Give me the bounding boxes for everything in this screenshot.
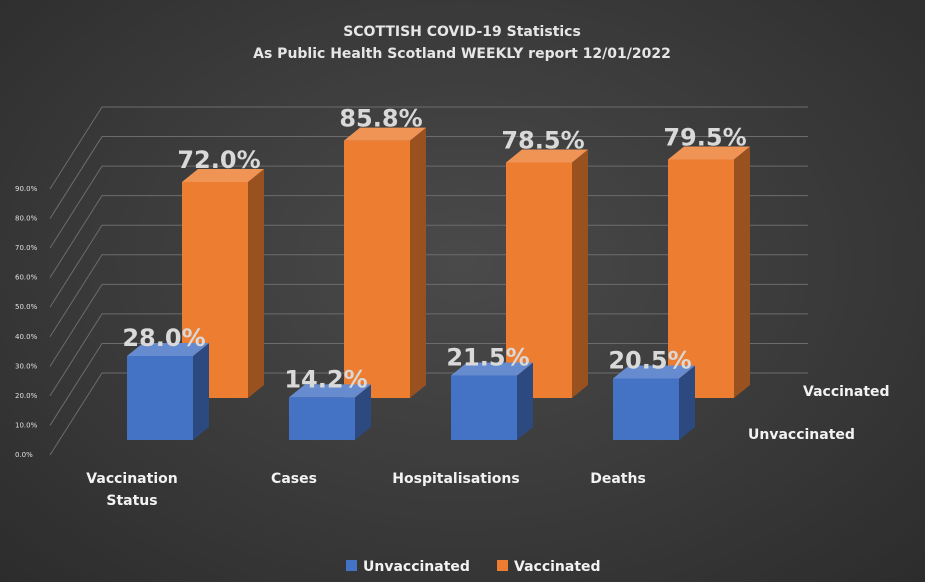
depth-label-vaccinated: Vaccinated — [803, 384, 890, 400]
bar-top-face — [506, 149, 588, 163]
legend-item: Unvaccinated — [346, 559, 470, 575]
bars — [127, 127, 750, 440]
data-label: 78.5% — [501, 127, 584, 155]
unvaccinated-bar — [289, 384, 371, 440]
data-label: 79.5% — [663, 124, 746, 152]
legend-label: Unvaccinated — [363, 559, 470, 575]
unvaccinated-bar — [451, 362, 533, 440]
y-axis-ticks: 0.0% 10.0% 20.0% 30.0% 40.0% 50.0% 60.0% 70.0% 8… — [15, 185, 38, 459]
y-tick-label: 60.0% — [15, 274, 38, 282]
data-label: 14.2% — [284, 365, 367, 393]
bar-side-face — [572, 149, 588, 398]
vaccinated-bar — [668, 146, 750, 398]
bar-top-face — [451, 362, 533, 376]
chart-subtitle: As Public Health Scotland WEEKLY report … — [253, 46, 671, 62]
x-category-label: Deaths — [590, 471, 646, 487]
bar-side-face — [679, 365, 695, 440]
depth-axis-labels: Vaccinated Unvaccinated — [748, 384, 890, 443]
bar-top-face — [344, 127, 426, 141]
vaccinated-bar — [344, 127, 426, 398]
gridline — [49, 106, 808, 190]
gridline — [49, 136, 808, 219]
bar-top-face — [289, 384, 371, 398]
legend-label: Vaccinated — [514, 559, 601, 575]
bar-top-face — [668, 146, 750, 160]
data-label: 85.8% — [339, 105, 422, 133]
unvaccinated-bar — [127, 343, 209, 440]
bar-side-face — [410, 127, 426, 398]
bar-front-face — [127, 356, 193, 440]
data-labels: 72.0% 85.8% 78.5% 79.5% 28.0% 14.2% 21.5% 20.5% — [122, 105, 746, 394]
bar-front-face — [613, 378, 679, 440]
vaccinated-bar — [506, 149, 588, 398]
y-tick-label: 20.0% — [15, 392, 38, 400]
y-tick-label: 40.0% — [15, 333, 38, 341]
bar-side-face — [248, 169, 264, 398]
y-tick-label: 70.0% — [15, 244, 38, 252]
y-tick-label: 10.0% — [15, 421, 38, 429]
depth-label-unvaccinated: Unvaccinated — [748, 427, 855, 443]
legend-swatch — [497, 560, 508, 571]
y-tick-label: 0.0% — [15, 451, 33, 459]
x-category-label: Cases — [271, 471, 317, 487]
bar-front-face — [451, 375, 517, 440]
bar-side-face — [734, 146, 750, 398]
x-category-label: Hospitalisations — [392, 471, 519, 487]
bar-top-face — [182, 169, 264, 182]
bar-front-face — [289, 397, 355, 440]
bar-top-face — [127, 343, 209, 356]
y-tick-label: 30.0% — [15, 362, 38, 370]
unvaccinated-bar — [613, 365, 695, 440]
data-label: 72.0% — [177, 146, 260, 174]
y-tick-label: 90.0% — [15, 185, 38, 193]
x-category-label: Vaccination Status — [86, 471, 177, 509]
y-tick-label: 80.0% — [15, 215, 38, 223]
bar-front-face — [344, 140, 410, 398]
x-axis-categories: Vaccination Status Cases Hospitalisations De… — [86, 471, 645, 509]
chart-title: SCOTTISH COVID-19 Statistics — [343, 24, 581, 40]
bar-front-face — [506, 162, 572, 398]
data-label: 21.5% — [446, 344, 529, 372]
data-label: 20.5% — [608, 347, 691, 375]
bar-front-face — [668, 159, 734, 398]
gridlines — [49, 106, 808, 456]
bar-top-face — [613, 365, 695, 379]
legend: Unvaccinated Vaccinated — [346, 559, 601, 575]
legend-swatch — [346, 560, 357, 571]
y-tick-label: 50.0% — [15, 303, 38, 311]
bar-side-face — [355, 384, 371, 440]
bar-side-face — [517, 362, 533, 440]
bar-side-face — [193, 343, 209, 440]
legend-item: Vaccinated — [497, 559, 601, 575]
vaccinated-bar — [182, 169, 264, 398]
data-label: 28.0% — [122, 324, 205, 352]
